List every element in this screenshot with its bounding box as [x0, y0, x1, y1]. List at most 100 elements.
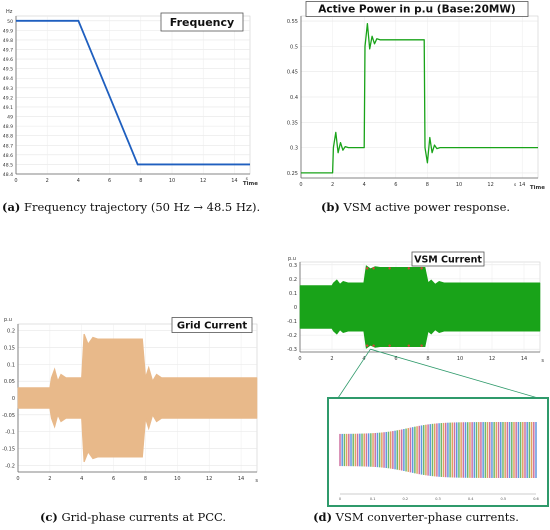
plot-area — [15, 15, 251, 175]
x-tick-label: 8 — [426, 356, 429, 362]
x-tick-label: 6 — [394, 356, 397, 362]
x-tick-label: 4 — [77, 178, 80, 184]
y-tick-label: 49.1 — [3, 105, 13, 111]
y-tick-label: 48.4 — [3, 172, 13, 178]
caption-b-text: VSM active power response. — [339, 200, 511, 214]
x-tick-label: 8 — [144, 476, 147, 482]
y-axis-label: Hz — [6, 9, 13, 15]
vsm-peak-marker — [420, 344, 423, 347]
y-tick-label: 49.5 — [3, 67, 13, 73]
y-tick-label: 0.3 — [289, 263, 297, 269]
x-tick-label: 12 — [206, 476, 212, 482]
caption-a-text: Frequency trajectory (50 Hz → 48.5 Hz). — [20, 200, 261, 214]
x-tick-label: 10 — [457, 356, 463, 362]
y-tick-label: -0.1 — [287, 319, 297, 325]
grid-current-chart-title-box — [171, 317, 253, 333]
vsm-current-chart: 0.30.20.10-0.1-0.2-0.302468101214p.usVSM… — [287, 251, 549, 507]
y-tick-label: 49.7 — [3, 48, 13, 54]
frequency-chart-title-box — [160, 12, 244, 32]
grid-current-chart: 0.2 0.15 0.1 0.05 0 -0.05 -0.1 -0.15 -0.2 0 2 4 6 8 10… — [2, 317, 258, 484]
x-tick-label: 6 — [112, 476, 115, 482]
y-tick-label: 48.9 — [3, 124, 13, 130]
x-axis-label: s — [255, 478, 258, 484]
x-tick-label: 14 — [231, 178, 237, 184]
y-tick-label: 0 — [12, 396, 15, 402]
zoom-x-tick-label: 0.4 — [468, 497, 474, 501]
vsm-current-chart-title-box — [411, 251, 485, 267]
zoom-x-tick-label: 0 — [339, 497, 341, 501]
y-axis-label: p.u — [288, 256, 296, 262]
zoom-x-tick-label: 0.1 — [370, 497, 376, 501]
x-tick-label: 0 — [298, 356, 301, 362]
x-tick-label: 8 — [426, 182, 429, 188]
vsm-current-lower-envelope — [300, 327, 540, 349]
x-axis-label: Time — [530, 185, 545, 191]
caption-d: (d) VSM converter-phase currents. — [282, 510, 550, 524]
y-tick-label: 0.55 — [287, 19, 298, 25]
x-tick-label: 8 — [139, 178, 142, 184]
y-tick-label: 48.5 — [3, 162, 13, 168]
vsm-peak-marker — [388, 344, 391, 347]
vsm-peak-marker — [420, 267, 423, 270]
active-power-chart: 0.55 0.5 0.45 0.4 0.35 0.3 0.250 2 4 6 8 10 12 14 Time… — [287, 1, 545, 191]
vsm-current-chart-title: VSM Current — [414, 254, 482, 265]
active-power-chart-title-box — [305, 1, 529, 17]
x-tick-label: 4 — [363, 182, 366, 188]
x-tick-label: 10 — [169, 178, 175, 184]
caption-c-text: Grid-phase currents at PCC. — [57, 510, 227, 524]
zoom-inset-frame — [327, 397, 549, 507]
grid-current-panel: 0.2 0.15 0.1 0.05 0 -0.05 -0.1 -0.15 -0.2 0 2 4 6 8 10… — [2, 312, 264, 490]
vsm-current-upper-envelope — [300, 265, 540, 287]
y-tick-label: 0.1 — [289, 291, 297, 297]
vsm-peak-marker — [372, 344, 375, 347]
vsm-peak-marker — [388, 267, 391, 270]
x-tick-label: 10 — [456, 182, 462, 188]
grid-current-lower-envelope — [18, 407, 257, 463]
x-tick-label: 4 — [80, 476, 83, 482]
vsm-peak-marker — [407, 267, 410, 270]
y-tick-label: 0.2 — [7, 329, 15, 335]
power-panel: 0.55 0.5 0.45 0.4 0.35 0.3 0.25 0 2 4 6 8 10 12 14 Time… — [283, 0, 548, 192]
y-tick-label: 0.05 — [4, 379, 15, 385]
y-tick-label: -0.15 — [2, 446, 15, 452]
x-tick-label: 6 — [108, 178, 111, 184]
y-tick-label: 0.1 — [7, 362, 15, 368]
y-tick-label: 48.7 — [3, 143, 13, 149]
y-tick-label: 49.2 — [3, 95, 13, 101]
x-tick-label: 14 — [521, 356, 527, 362]
vsm-peak-marker — [372, 267, 375, 270]
caption-c: (c) Grid-phase currents at PCC. — [2, 510, 264, 524]
y-tick-label: 48.8 — [3, 134, 13, 140]
y-tick-label: -0.1 — [5, 430, 15, 436]
x-tick-label: 12 — [200, 178, 206, 184]
x-tick-label: 12 — [489, 356, 495, 362]
x-tick-label: 0 — [16, 476, 19, 482]
y-tick-label: 0.2 — [289, 277, 297, 283]
x-tick-label: 2 — [330, 356, 333, 362]
y-tick-label: -0.2 — [5, 463, 15, 469]
x-tick-label: 0 — [14, 178, 17, 184]
y-tick-label: -0.3 — [287, 347, 297, 353]
y-tick-label: 49.6 — [3, 57, 13, 63]
caption-b: (b) VSM active power response. — [283, 200, 548, 214]
x-unit-label: s — [514, 183, 517, 188]
y-tick-label: 49.4 — [3, 76, 13, 82]
grid-current-upper-envelope — [18, 333, 257, 389]
x-tick-label: 0 — [299, 182, 302, 188]
caption-a-tag: (a) — [2, 200, 21, 214]
x-tick-label: 2 — [331, 182, 334, 188]
x-tick-label: 10 — [174, 476, 180, 482]
x-tick-label: 12 — [487, 182, 493, 188]
y-tick-label: 50 — [7, 19, 13, 25]
vsm-peak-marker — [407, 344, 410, 347]
caption-c-tag: (c) — [39, 510, 58, 524]
vsm-peak-marker — [366, 267, 369, 270]
zoom-x-tick-label: 0.3 — [435, 497, 441, 501]
active-power-chart-title: Active Power in p.u (Base:20MW) — [318, 4, 515, 16]
x-axis-label: s — [541, 358, 544, 364]
y-tick-label: 0.35 — [287, 120, 298, 126]
zoom-connector-right — [370, 348, 539, 399]
zoom-x-tick-label: 0.2 — [403, 497, 409, 501]
x-tick-label: 2 — [46, 178, 49, 184]
y-tick-label: 0.3 — [290, 146, 298, 152]
